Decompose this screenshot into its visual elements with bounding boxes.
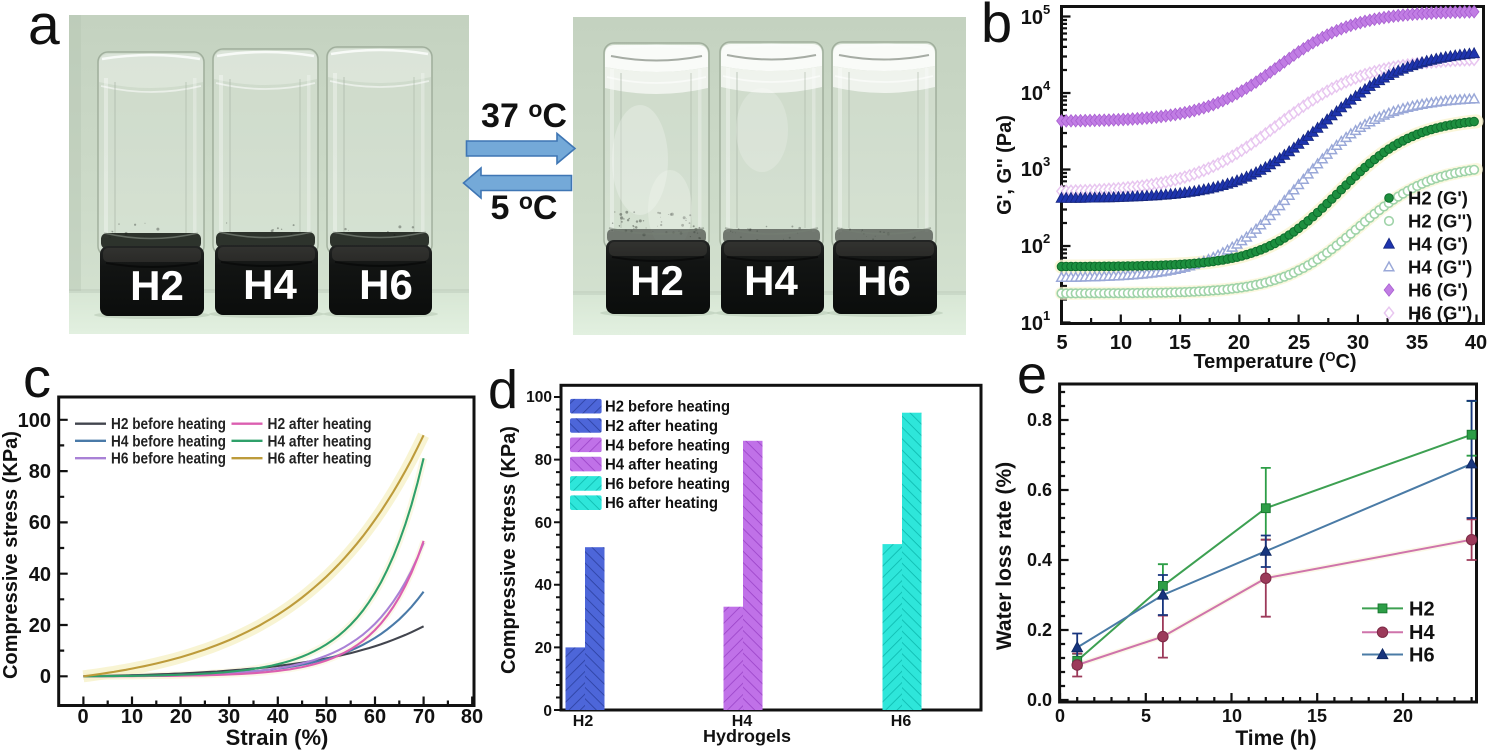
svg-text:H6: H6	[857, 257, 911, 304]
svg-text:c: c	[23, 346, 51, 409]
svg-text:H4: H4	[732, 713, 753, 730]
svg-text:Compressive stress (KPa): Compressive stress (KPa)	[0, 431, 22, 679]
svg-text:0.0: 0.0	[1027, 690, 1052, 710]
svg-text:40: 40	[535, 577, 552, 594]
svg-text:100: 100	[526, 389, 552, 406]
svg-text:H4 after heating: H4 after heating	[605, 457, 718, 474]
svg-text:H6: H6	[1409, 645, 1435, 667]
svg-text:H6: H6	[891, 713, 912, 730]
svg-text:H2: H2	[130, 262, 184, 309]
svg-text:0: 0	[77, 706, 88, 728]
svg-text:d: d	[488, 360, 518, 420]
svg-text:0: 0	[40, 666, 51, 688]
svg-text:100: 100	[18, 410, 51, 432]
svg-text:H6 (G'): H6 (G')	[1408, 280, 1468, 301]
svg-text:80: 80	[535, 452, 552, 469]
svg-text:0.2: 0.2	[1027, 620, 1052, 640]
svg-text:80: 80	[29, 461, 51, 483]
svg-text:H2 after heating: H2 after heating	[605, 418, 718, 435]
svg-text:50: 50	[315, 706, 337, 728]
svg-text:10: 10	[1021, 83, 1043, 105]
svg-text:60: 60	[535, 515, 552, 532]
svg-text:H6: H6	[359, 261, 413, 308]
svg-text:1: 1	[1043, 308, 1050, 323]
svg-text:5 oC: 5 oC	[491, 188, 558, 227]
svg-text:H4 (G'): H4 (G')	[1408, 234, 1468, 255]
svg-text:4: 4	[1043, 78, 1051, 93]
svg-text:H2: H2	[573, 713, 594, 730]
svg-text:H2 (G''): H2 (G'')	[1408, 211, 1472, 232]
svg-text:0: 0	[1055, 706, 1065, 726]
svg-text:H2 before heating: H2 before heating	[111, 416, 226, 433]
svg-text:35: 35	[1406, 332, 1428, 354]
svg-text:60: 60	[364, 706, 386, 728]
svg-text:H2: H2	[1409, 598, 1435, 620]
svg-text:15: 15	[1169, 332, 1191, 354]
svg-text:0: 0	[543, 703, 552, 720]
svg-text:20: 20	[170, 706, 192, 728]
svg-text:a: a	[28, 0, 60, 57]
svg-text:40: 40	[267, 706, 289, 728]
svg-text:5: 5	[1056, 332, 1067, 354]
svg-text:10: 10	[1222, 706, 1242, 726]
svg-text:H4 (G''): H4 (G'')	[1408, 257, 1472, 278]
svg-text:60: 60	[29, 512, 51, 534]
svg-text:20: 20	[535, 640, 552, 657]
svg-text:10: 10	[1021, 159, 1043, 181]
svg-text:H2 after heating: H2 after heating	[268, 416, 372, 433]
svg-text:10: 10	[1021, 313, 1043, 335]
svg-text:H4 before heating: H4 before heating	[111, 433, 226, 450]
svg-text:H4 before heating: H4 before heating	[605, 437, 730, 454]
svg-text:30: 30	[218, 706, 240, 728]
svg-text:10: 10	[1110, 332, 1132, 354]
svg-text:80: 80	[461, 706, 483, 728]
svg-text:0.6: 0.6	[1027, 480, 1052, 500]
svg-text:10: 10	[1021, 236, 1043, 258]
svg-text:H6 after heating: H6 after heating	[268, 451, 372, 468]
svg-text:70: 70	[413, 706, 435, 728]
svg-text:H2: H2	[630, 257, 684, 304]
svg-text:10: 10	[1021, 7, 1043, 29]
svg-text:Time (h): Time (h)	[1235, 727, 1316, 750]
svg-text:40: 40	[29, 564, 51, 586]
svg-text:15: 15	[1307, 706, 1327, 726]
svg-text:H4 after heating: H4 after heating	[268, 433, 372, 450]
svg-text:H6 (G''): H6 (G'')	[1408, 303, 1472, 324]
svg-text:H6 before heating: H6 before heating	[605, 476, 730, 493]
svg-text:b: b	[981, 0, 1012, 54]
svg-text:H4: H4	[1409, 622, 1435, 644]
svg-text:H4: H4	[243, 261, 297, 308]
svg-text:25: 25	[1288, 332, 1310, 354]
svg-text:Compressive stress (KPa): Compressive stress (KPa)	[498, 426, 520, 674]
svg-text:3: 3	[1043, 154, 1050, 169]
svg-text:e: e	[1017, 345, 1047, 405]
svg-text:5: 5	[1043, 2, 1050, 17]
svg-text:H4: H4	[744, 257, 798, 304]
svg-text:40: 40	[1465, 332, 1487, 354]
svg-text:H2 (G'): H2 (G')	[1408, 188, 1468, 209]
svg-text:H2 before heating: H2 before heating	[605, 399, 730, 416]
svg-text:G', G'' (Pa): G', G'' (Pa)	[994, 115, 1016, 215]
svg-text:30: 30	[1347, 332, 1369, 354]
svg-text:2: 2	[1043, 231, 1050, 246]
svg-text:10: 10	[121, 706, 143, 728]
svg-text:H6 before heating: H6 before heating	[111, 451, 226, 468]
svg-text:Strain (%): Strain (%)	[226, 725, 329, 750]
svg-text:H6 after heating: H6 after heating	[605, 495, 718, 512]
svg-text:20: 20	[1228, 332, 1250, 354]
svg-text:Hydrogels: Hydrogels	[703, 726, 791, 746]
svg-text:37 oC: 37 oC	[481, 96, 567, 135]
svg-text:0.8: 0.8	[1027, 410, 1052, 430]
svg-text:20: 20	[1393, 706, 1413, 726]
svg-text:Water loss rate (%): Water loss rate (%)	[993, 462, 1016, 650]
svg-text:0.4: 0.4	[1027, 550, 1052, 570]
svg-text:20: 20	[29, 615, 51, 637]
svg-text:5: 5	[1141, 706, 1151, 726]
